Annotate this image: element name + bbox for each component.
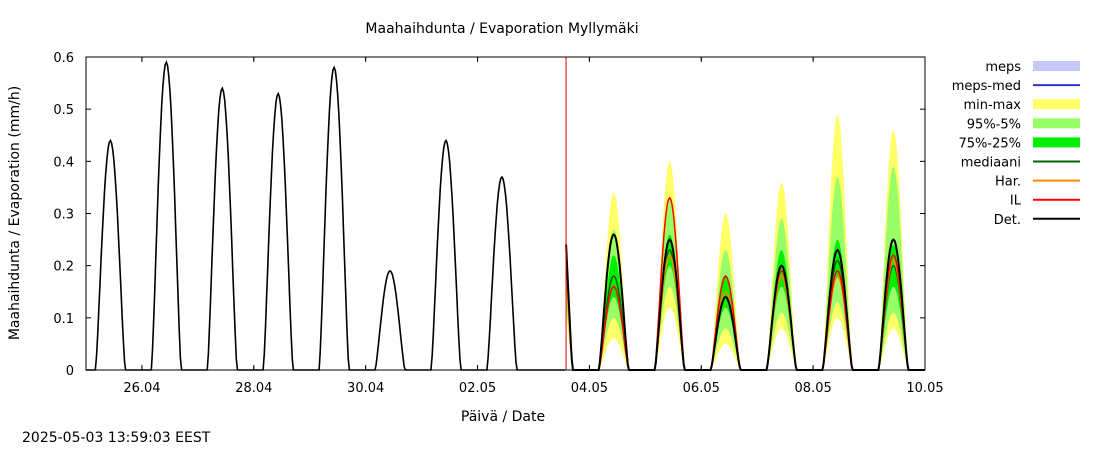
legend-label: Det. [994,213,1021,228]
x-axis: 26.04 28.04 30.04 02.05 04.05 06.05 08.05 10.05 [123,57,944,396]
legend-label: Har. [995,175,1021,190]
legend-label: meps [985,60,1021,75]
x-tick-label: 06.05 [683,381,720,396]
y-tick-label: 0 [66,364,74,379]
x-tick-label: 10.05 [906,381,943,396]
band-75-25 [566,234,925,370]
series-lines [86,60,925,371]
timestamp: 2025-05-03 13:59:03 EEST [22,430,211,446]
chart-title: Maahaihdunta / Evaporation Myllymäki [365,21,638,37]
y-tick-label: 0.6 [53,51,74,66]
y-tick-label: 0.1 [53,312,74,327]
x-axis-label: Päivä / Date [461,409,545,425]
legend-label: mediaani [961,156,1021,171]
band-min-max [566,114,925,371]
x-tick-label: 28.04 [235,381,272,396]
y-tick-label: 0.4 [53,155,74,170]
y-tick-label: 0.3 [53,208,74,223]
y-tick-label: 0.5 [53,103,74,118]
y-tick-label: 0.2 [53,260,74,275]
x-tick-label: 08.05 [795,381,832,396]
y-axis-label: Maahaihdunta / Evaporation (mm/h) [7,86,23,340]
legend-label: 95%-5% [967,117,1021,132]
y-axis: 0 0.1 0.2 0.3 0.4 0.5 0.6 [53,51,925,379]
legend-label: min-max [963,98,1021,113]
legend-label: meps-med [952,79,1021,94]
line-det-observed [86,60,565,371]
x-tick-label: 04.05 [571,381,608,396]
legend: meps meps-med min-max 95%-5% 75%-25% mediaani… [952,60,1080,228]
x-tick-label: 02.05 [459,381,496,396]
forecast-bands [566,114,925,371]
legend-swatch [1033,137,1080,148]
legend-swatch [1033,118,1080,129]
legend-label: 75%-25% [959,136,1021,151]
x-tick-label: 26.04 [123,381,160,396]
plot-frame [85,56,926,371]
legend-swatch [1033,61,1080,71]
legend-label: IL [1010,194,1022,209]
x-tick-label: 30.04 [347,381,384,396]
band-95-5 [566,166,925,370]
legend-swatch [1033,99,1080,110]
